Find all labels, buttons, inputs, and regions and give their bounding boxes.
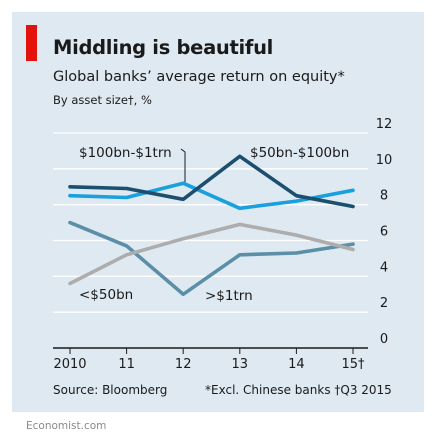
series-line-1 [68, 222, 355, 286]
brand-red-tag [26, 25, 37, 61]
label-leader-line [180, 148, 186, 182]
y-axis-ticks: 0 2 4 6 8 10 12 [376, 117, 393, 347]
source-note: Source: Bloomberg [53, 383, 168, 397]
series-lines [68, 154, 355, 297]
x-tick-label: 13 [232, 357, 249, 372]
footnote: *Excl. Chinese banks †Q3 2015 [205, 383, 392, 397]
x-tick-label: 14 [288, 357, 305, 372]
grid-lines [53, 132, 368, 349]
series-label-1: >$1trn [205, 288, 253, 304]
y-tick-label: 6 [380, 225, 388, 240]
y-tick-label: 8 [380, 189, 388, 204]
x-tick-label: 15† [341, 357, 365, 372]
chart-unit-label: By asset size†, % [53, 93, 152, 107]
x-tick-label: 11 [118, 357, 135, 372]
series-labels: <$50bn >$1trn $100bn-$1trn $50bn-$100bn [79, 145, 349, 304]
x-tick-label: 2010 [53, 357, 86, 372]
x-axis-ticks: 2010 11 12 13 14 15† [53, 348, 365, 372]
y-tick-label: 2 [380, 296, 388, 311]
x-tick-label: 12 [175, 357, 192, 372]
series-label-0: <$50bn [79, 287, 133, 303]
series-label-2: $100bn-$1trn [79, 145, 172, 161]
series-line-3 [68, 154, 355, 209]
y-tick-label: 0 [380, 332, 388, 347]
chart-subtitle: Global banks’ average return on equity* [53, 69, 345, 85]
chart-panel [12, 12, 424, 412]
series-label-3: $50bn-$100bn [250, 145, 349, 161]
y-tick-label: 10 [376, 153, 393, 168]
y-tick-label: 4 [380, 260, 388, 275]
y-tick-label: 12 [376, 117, 393, 132]
series-line-0 [68, 220, 355, 297]
brand-label: Economist.com [26, 420, 107, 432]
chart-title: Middling is beautiful [53, 36, 274, 59]
